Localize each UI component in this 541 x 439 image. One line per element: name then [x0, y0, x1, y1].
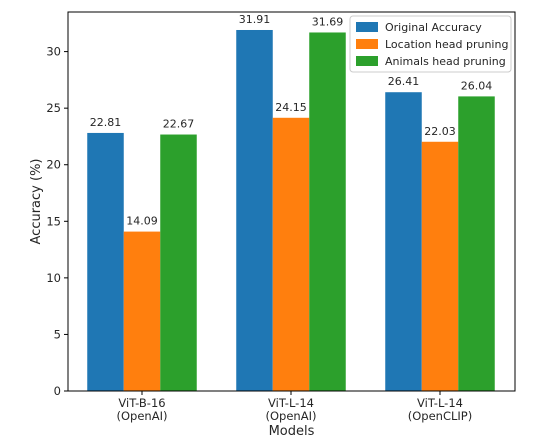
legend-label: Original Accuracy [385, 21, 482, 34]
legend: Original Accuracy Location head pruning An… [349, 15, 512, 73]
x-tick-label: ViT-B-16 (OpenAI) [117, 396, 168, 423]
x-tick-label: ViT-L-14 (OpenCLIP) [408, 396, 472, 423]
data-label: 26.04 [461, 79, 493, 92]
x-tick-label: ViT-L-14 (OpenAI) [266, 396, 317, 423]
y-axis-title: Accuracy (%) [29, 159, 44, 245]
data-labels: 22.81 31.91 26.41 14.09 24.15 22.03 22.67 31.69… [90, 13, 493, 228]
data-label: 22.03 [424, 125, 456, 138]
plot-frame [67, 11, 516, 392]
data-label: 22.67 [163, 118, 195, 131]
x-axis-title: Models [269, 424, 315, 439]
data-label: 31.69 [312, 15, 344, 28]
legend-swatch [356, 56, 378, 66]
bars [87, 29, 495, 392]
bar [272, 117, 310, 392]
y-tick-label: 10 [46, 271, 61, 285]
data-label: 31.91 [239, 13, 271, 26]
bar [87, 132, 124, 391]
y-tick-label: 5 [54, 327, 61, 341]
bar [385, 92, 422, 391]
bar [160, 134, 197, 391]
data-label: 22.81 [90, 116, 122, 129]
data-label: 24.15 [275, 101, 307, 114]
y-tick-label: 15 [46, 214, 61, 228]
y-axis-ticks: 0 5 10 15 20 25 30 [46, 45, 68, 398]
y-tick-label: 0 [54, 384, 61, 398]
y-tick-label: 25 [46, 101, 61, 115]
bar [458, 96, 495, 392]
bar [123, 231, 161, 391]
bar [309, 32, 346, 391]
data-label: 26.41 [388, 75, 420, 88]
bar [236, 29, 273, 392]
data-label: 14.09 [126, 215, 158, 228]
legend-box [349, 15, 512, 73]
legend-swatch [356, 39, 378, 49]
y-tick-label: 30 [46, 45, 61, 59]
legend-swatch [356, 22, 378, 32]
legend-label: Location head pruning [385, 38, 508, 51]
legend-label: Animals head pruning [385, 55, 506, 68]
x-axis-ticks: ViT-B-16 (OpenAI) ViT-L-14 (OpenAI) ViT-L-14… [117, 391, 472, 423]
bar [421, 141, 459, 391]
y-tick-label: 20 [46, 158, 61, 172]
